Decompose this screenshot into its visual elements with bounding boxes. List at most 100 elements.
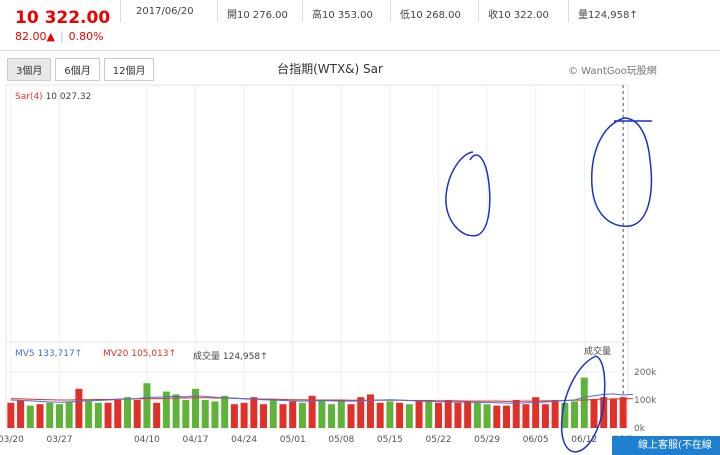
mv20-legend: MV20 105,013↑	[103, 349, 176, 359]
volume-tick-label: 100k	[634, 396, 657, 406]
volume-bar	[434, 402, 442, 428]
volume-bar	[366, 394, 374, 428]
price-change: 82.00▲ | 0.80%	[15, 30, 104, 43]
volume-bar	[133, 400, 141, 428]
volume-bar	[172, 394, 180, 428]
volume-bar	[250, 397, 258, 428]
volume-bar	[26, 405, 34, 428]
volume-bar	[522, 404, 530, 428]
volume-bar	[454, 402, 462, 428]
volume-tick-label: 200k	[634, 368, 657, 378]
volume-bar	[46, 402, 54, 428]
volume-bar	[473, 402, 481, 428]
volume-bar	[571, 401, 579, 428]
volume-bar	[580, 377, 588, 428]
volume-bar	[289, 401, 297, 428]
volume-bar	[600, 397, 608, 428]
low-price: 低10 268.00	[400, 10, 461, 21]
date-tick-label: 06/05	[523, 435, 549, 445]
volume-bar	[269, 400, 277, 428]
quote-header: 10 322.00 82.00▲ | 0.80% 2017/06/20 開10 27…	[0, 0, 720, 50]
price-panel-frame	[5, 84, 629, 343]
volume-bar	[483, 404, 491, 428]
volume-bar	[7, 402, 15, 428]
date-tick-label: 05/08	[328, 435, 354, 445]
volume-bar	[376, 402, 384, 428]
date-tick-label: 04/24	[231, 435, 257, 445]
date-tick-label: 05/15	[377, 435, 403, 445]
volume-bar	[240, 402, 248, 428]
volume-bar	[590, 400, 598, 428]
date-tick-label: 05/01	[280, 435, 306, 445]
tab-12-months[interactable]: 12個月	[103, 58, 155, 81]
volume-bar	[94, 402, 102, 428]
period-tabs: 3個月 6個月 12個月	[7, 58, 158, 81]
volume-bar	[162, 391, 170, 428]
volume-bar	[36, 404, 44, 428]
sar-chart: 94009600980010 00010 20010 4000k100k200k…	[0, 84, 657, 453]
volume-bar	[619, 397, 627, 428]
date-tick-label: 03/27	[46, 435, 72, 445]
date-tick-label: 04/17	[183, 435, 209, 445]
volume-bar	[609, 398, 617, 428]
volume-bar	[512, 400, 520, 428]
volume-bar	[396, 402, 404, 428]
volume-bar	[104, 402, 112, 428]
volume-bar	[532, 397, 540, 428]
volume-bar	[386, 401, 394, 428]
sar-legend: Sar(4) 10 027.32	[15, 92, 91, 102]
mv5-legend: MV5 133,717↑	[15, 349, 83, 359]
volume-bar	[279, 404, 287, 428]
annotation-circle-latest	[591, 117, 653, 227]
volume-bar	[211, 401, 219, 428]
tab-6-months[interactable]: 6個月	[55, 58, 100, 81]
date-tick-label: 03/20	[0, 435, 24, 445]
volume-bar	[318, 400, 326, 428]
volume-bar	[201, 400, 209, 428]
last-price: 10 322.00	[15, 8, 111, 28]
volume-bar	[337, 400, 345, 428]
chart-title: 台指期(WTX&) Sar	[277, 62, 383, 76]
sar-key: Sar(4)	[15, 92, 43, 102]
volume-bar	[55, 404, 63, 428]
volume-bar	[192, 388, 200, 428]
close-price: 收10 322.00	[488, 10, 549, 21]
high-price: 高10 353.00	[312, 10, 373, 21]
date-tick-label: 04/10	[134, 435, 160, 445]
volume-bar	[85, 401, 93, 428]
volume-bar	[260, 404, 268, 428]
annotation-circle-volume	[560, 355, 606, 453]
volume-bar	[230, 404, 238, 428]
volume-bar	[153, 402, 161, 428]
volume-bar	[65, 401, 73, 428]
volume-bar	[357, 397, 365, 428]
change-value: 82.00▲	[15, 30, 55, 43]
date-tick-label: 05/29	[474, 435, 500, 445]
volume-bar	[405, 404, 413, 428]
volume-bar	[541, 404, 549, 428]
volume-bar	[114, 400, 122, 428]
volume-tick-label: 0k	[634, 424, 646, 434]
volume-bar	[221, 395, 229, 428]
volume-legend: 成交量 124,958↑	[193, 352, 268, 362]
open-price: 開10 276.00	[227, 10, 288, 21]
volume-title: 成交量	[584, 347, 612, 357]
volume-bar	[298, 402, 306, 428]
volume-bar	[123, 397, 131, 428]
mv5-line	[10, 393, 633, 404]
volume-bar	[561, 402, 569, 428]
chat-support-button[interactable]: 線上客服(不在線	[612, 436, 720, 455]
volume-bar	[347, 404, 355, 428]
change-percent: 0.80%	[68, 30, 104, 43]
volume-value: 量124,958↑	[578, 10, 638, 21]
volume-bar	[143, 383, 151, 428]
tab-3-months[interactable]: 3個月	[7, 58, 52, 81]
volume-bar	[328, 404, 336, 428]
date-tick-label: 05/22	[426, 435, 452, 445]
volume-bar	[75, 388, 83, 428]
volume-bar	[464, 401, 472, 428]
date-tick-label: 06/12	[571, 435, 597, 445]
volume-bar	[444, 400, 452, 428]
volume-bar	[182, 400, 190, 428]
annotation-circle-0529	[445, 151, 491, 237]
